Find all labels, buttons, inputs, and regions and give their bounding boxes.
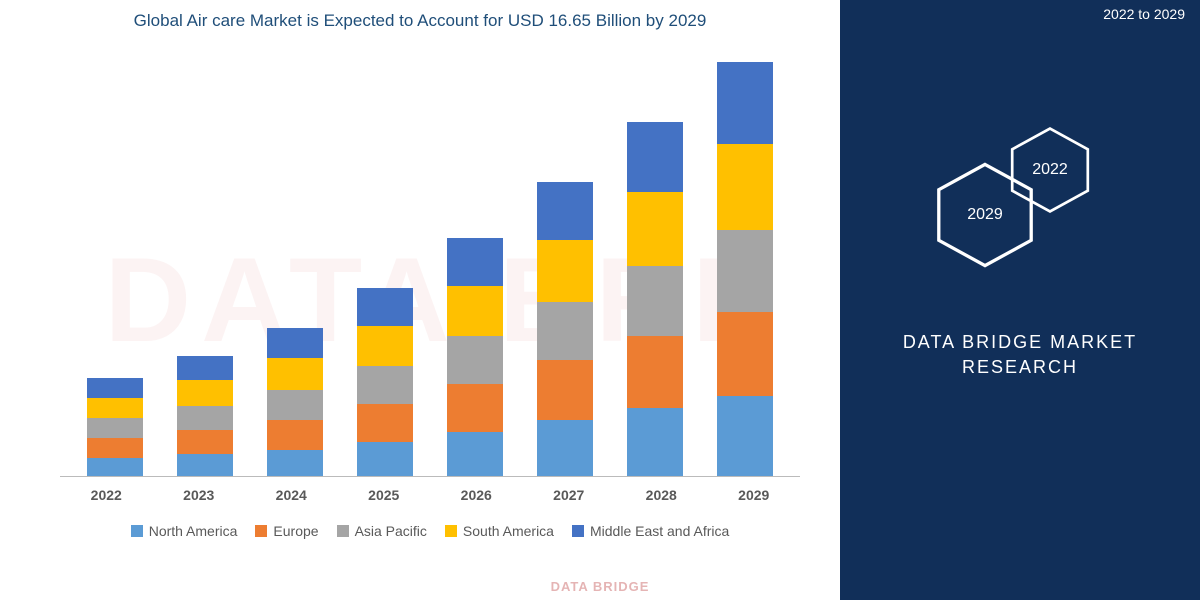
hexagon-group: 2029 2022 [910,130,1130,290]
hex-label-2029: 2029 [967,206,1003,224]
chart-legend: North America Europe Asia Pacific South Ame… [60,523,800,539]
chart-container: Global Air care Market is Expected to Ac… [20,10,820,590]
x-axis-labels: 2022 2023 2024 2025 2026 2027 2028 2029 [60,487,800,503]
bar-2027 [537,182,593,476]
legend-label: Europe [273,523,318,539]
brand-line-2: RESEARCH [962,357,1078,377]
hex-label-2022: 2022 [1032,161,1068,179]
segment-north-america [267,450,323,476]
bar-2024 [267,328,323,476]
segment-north-america [357,442,413,476]
x-label-2023: 2023 [171,487,227,503]
legend-item-north-america: North America [131,523,238,539]
legend-label: Middle East and Africa [590,523,729,539]
legend-label: South America [463,523,554,539]
segment-middle-east-and-africa [537,182,593,240]
legend-item-asia-pacific: Asia Pacific [337,523,427,539]
segment-middle-east-and-africa [717,62,773,144]
legend-swatch [337,525,349,537]
legend-swatch [131,525,143,537]
legend-item-south-america: South America [445,523,554,539]
segment-south-america [267,358,323,390]
segment-europe [357,404,413,442]
right-panel: 2022 to 2029 2029 2022 DATA BRIDGE MARKE… [840,0,1200,600]
segment-north-america [627,408,683,476]
segment-south-america [177,380,233,406]
legend-label: Asia Pacific [355,523,427,539]
segment-middle-east-and-africa [87,378,143,398]
bar-2028 [627,122,683,476]
segment-europe [537,360,593,420]
segment-south-america [627,192,683,266]
segment-asia-pacific [627,266,683,336]
segment-south-america [447,286,503,336]
segment-middle-east-and-africa [357,288,413,326]
segment-south-america [717,144,773,230]
segment-south-america [357,326,413,366]
segment-south-america [537,240,593,302]
segment-europe [87,438,143,458]
legend-swatch [572,525,584,537]
segment-middle-east-and-africa [267,328,323,358]
segment-north-america [87,458,143,476]
chart-body [60,47,800,477]
segment-asia-pacific [537,302,593,360]
legend-item-middle-east-and-africa: Middle East and Africa [572,523,729,539]
segment-europe [447,384,503,432]
segment-north-america [177,454,233,476]
segment-europe [627,336,683,408]
segment-north-america [537,420,593,476]
legend-item-europe: Europe [255,523,318,539]
segment-north-america [717,396,773,476]
segment-north-america [447,432,503,476]
bar-2022 [87,378,143,476]
bar-2029 [717,62,773,476]
x-label-2025: 2025 [356,487,412,503]
chart-title: Global Air care Market is Expected to Ac… [20,10,820,32]
x-label-2024: 2024 [263,487,319,503]
brand-text: DATA BRIDGE MARKET RESEARCH [840,330,1200,380]
segment-middle-east-and-africa [177,356,233,380]
segment-asia-pacific [447,336,503,384]
segment-asia-pacific [357,366,413,404]
bar-2026 [447,238,503,476]
segment-europe [267,420,323,450]
segment-europe [177,430,233,454]
segment-middle-east-and-africa [627,122,683,192]
segment-south-america [87,398,143,418]
segment-asia-pacific [717,230,773,312]
x-label-2029: 2029 [726,487,782,503]
legend-label: North America [149,523,238,539]
segment-asia-pacific [177,406,233,430]
legend-swatch [255,525,267,537]
forecast-range-text: 2022 to 2029 [1103,6,1185,22]
segment-europe [717,312,773,396]
x-label-2027: 2027 [541,487,597,503]
x-label-2026: 2026 [448,487,504,503]
segment-asia-pacific [267,390,323,420]
hexagon-2022: 2022 [1005,125,1095,215]
x-label-2022: 2022 [78,487,134,503]
segment-middle-east-and-africa [447,238,503,286]
legend-swatch [445,525,457,537]
brand-line-1: DATA BRIDGE MARKET [903,332,1137,352]
bar-2023 [177,356,233,476]
bar-2025 [357,288,413,476]
x-label-2028: 2028 [633,487,689,503]
segment-asia-pacific [87,418,143,438]
